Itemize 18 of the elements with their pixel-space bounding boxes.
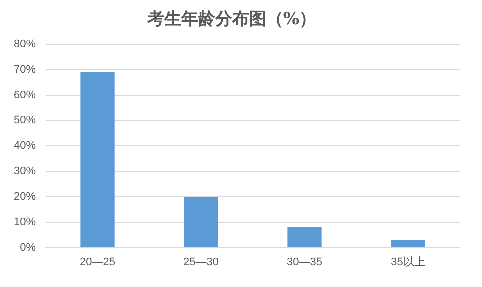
y-tick-label: 20% [14,190,36,203]
y-tick-label: 40% [14,140,36,152]
x-tick-label: 35以上 [391,255,426,268]
bar [80,72,115,248]
x-tick-label: 30—35 [287,256,322,268]
y-tick-label: 80% [14,38,36,50]
y-tick-label: 60% [14,89,36,102]
y-tick-label: 70% [14,64,36,76]
y-tick-label: 50% [14,114,36,127]
bar [288,227,322,248]
bar [184,196,218,248]
y-tick-label: 0% [20,242,36,254]
y-tick-label: 10% [14,216,36,228]
bar [391,240,426,248]
x-tick-label: 25—30 [184,256,219,268]
x-tick-label: 20—25 [80,256,116,268]
chart-title: 考生年龄分布图（%） [146,10,317,30]
y-tick-label: 30% [14,166,36,178]
